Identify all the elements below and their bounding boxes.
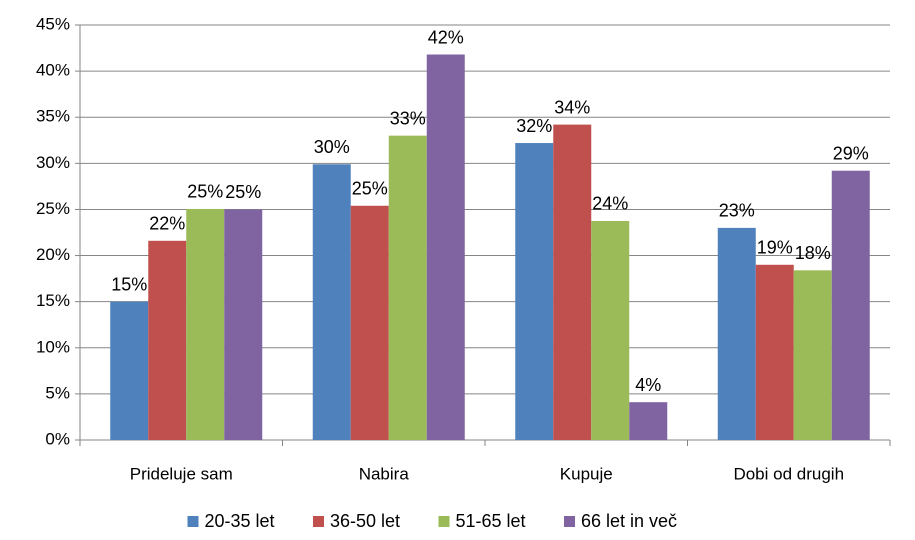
y-tick-label: 30% [36,153,70,172]
data-label: 32% [516,116,552,136]
bar [793,270,832,440]
data-label: 30% [314,137,350,157]
y-tick-label: 10% [36,337,70,356]
bar [717,227,756,440]
bar [755,264,794,440]
bar [831,170,870,440]
data-label: 24% [592,194,628,214]
legend-swatch [438,516,450,527]
legend-label: 66 let in več [581,511,677,531]
data-label: 34% [554,97,590,117]
bar [148,240,187,440]
legend-label: 51-65 let [456,511,526,531]
data-label: 29% [833,143,869,163]
legend-swatch [564,516,575,527]
x-tick-label: Nabira [359,464,410,483]
y-tick-label: 40% [36,61,70,80]
data-label: 25% [225,182,261,202]
y-tick-label: 25% [36,199,70,218]
data-label: 18% [795,243,831,263]
bar [110,301,149,440]
legend-label: 20-35 let [205,511,275,531]
bar [515,143,554,441]
data-label: 19% [757,238,793,258]
x-tick-label: Kupuje [560,464,613,483]
data-label: 25% [352,179,388,199]
data-label: 22% [149,214,185,234]
bar [186,208,225,440]
bar [553,124,592,440]
data-label: 25% [187,182,223,202]
bar [350,205,389,440]
data-label: 23% [719,201,755,221]
legend-label: 36-50 let [330,511,400,531]
legend-swatch [313,516,324,527]
legend-swatch [187,516,199,527]
x-tick-label: Dobi od drugih [733,464,844,483]
bar [426,54,465,441]
x-tick-label: Prideluje sam [130,464,233,483]
data-label: 42% [428,27,464,47]
y-tick-label: 5% [45,383,70,402]
bar [629,402,668,440]
data-label: 4% [635,375,661,395]
bar [591,220,630,440]
y-tick-label: 20% [36,245,70,264]
bar [388,135,427,440]
bar [312,164,351,440]
y-tick-label: 15% [36,291,70,310]
data-label: 33% [390,108,426,128]
y-tick-label: 35% [36,107,70,126]
data-label: 15% [111,274,147,294]
y-tick-label: 0% [45,429,70,448]
y-tick-label: 45% [36,14,70,33]
bar [224,209,263,440]
